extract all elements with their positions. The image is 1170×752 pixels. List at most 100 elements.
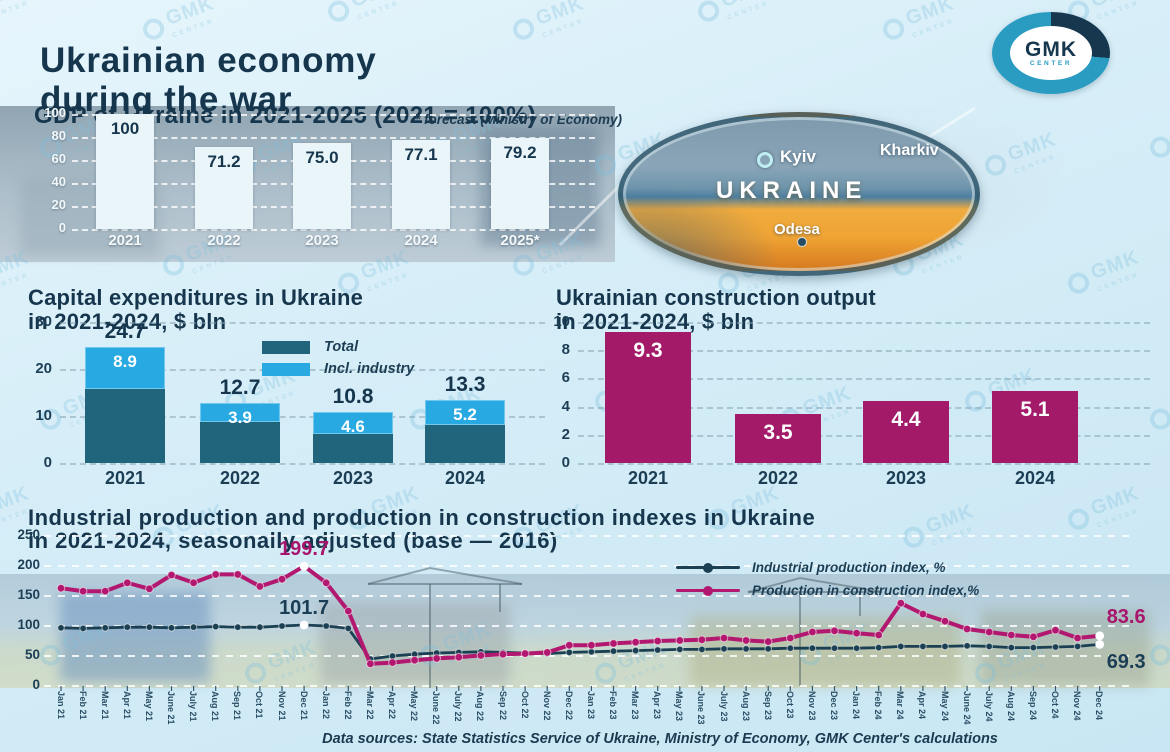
annotation-label: 101.7	[279, 596, 330, 619]
x-axis-label: Mar 21	[99, 691, 110, 720]
gridline	[60, 322, 545, 324]
gridline	[72, 137, 595, 139]
data-point	[963, 642, 971, 650]
data-point	[388, 658, 397, 667]
construction-chart-title: Ukrainian construction output in 2021-20…	[556, 286, 876, 334]
gridline	[60, 416, 545, 418]
x-axis-label: June 24	[961, 691, 972, 725]
data-point	[653, 636, 663, 646]
x-axis-label: Mar 24	[895, 691, 906, 720]
capex-title-line-2: in 2021-2024, $ bln	[28, 309, 227, 335]
x-axis-category-label: 2022	[207, 232, 241, 249]
x-axis-category-label: 2023	[885, 468, 927, 488]
legend-label-industry: Incl. industry	[324, 361, 415, 377]
construction-title-line-2: in 2021-2024, $ bln	[556, 309, 755, 335]
y-axis-tick-label: 0	[58, 220, 66, 235]
x-axis-label: Sep 21	[232, 691, 243, 721]
kyiv-marker-icon	[757, 152, 773, 168]
x-axis-label: May 22	[409, 691, 420, 722]
data-sources-footer: Data sources: State Statistics Service o…	[322, 731, 998, 747]
annotation-label: 69.3	[1106, 651, 1146, 674]
legend-label-industrial: Industrial production index, %	[752, 560, 946, 575]
y-axis-tick-label: 6	[561, 369, 570, 387]
data-point	[676, 645, 684, 654]
data-point	[256, 623, 264, 631]
data-point	[763, 637, 773, 646]
gmk-logo-subtext: CENTER	[1029, 59, 1073, 67]
x-axis-label: Jan 24	[851, 691, 862, 720]
construction-bar	[863, 400, 949, 463]
kharkiv-label: Kharkiv	[880, 142, 939, 159]
x-axis-label: Feb 23	[608, 691, 618, 720]
x-axis-label: Dec 23	[829, 691, 839, 721]
x-axis-label: Dec 24	[1094, 691, 1105, 721]
x-axis-label: Nov 24	[1072, 691, 1083, 721]
legend-industrial: Industrial production index, %	[676, 560, 946, 575]
x-axis-label: June 23	[696, 691, 707, 725]
data-point	[278, 622, 286, 630]
y-axis-tick-label: 20	[35, 360, 52, 377]
odesa-label: Odesa	[774, 221, 820, 238]
data-point	[167, 624, 176, 632]
x-axis-label: Jan 23	[585, 691, 596, 720]
x-axis-label: July 23	[718, 691, 729, 722]
legend-label-construction: Production in construction index,%	[752, 583, 980, 598]
gdp-bar	[195, 147, 253, 229]
data-point	[78, 586, 88, 596]
data-point	[919, 642, 927, 651]
y-axis-tick-label: 100	[17, 617, 40, 632]
data-point	[852, 628, 861, 638]
bar-value-label: 75.0	[305, 147, 339, 167]
data-point	[609, 639, 618, 648]
bar-value-label: 71.2	[207, 152, 241, 172]
y-axis-tick-label: 80	[51, 128, 66, 143]
x-axis-label: Apr 24	[917, 691, 928, 720]
capex-industry-segment	[200, 403, 280, 422]
x-axis-label: Sep 24	[1027, 691, 1038, 721]
data-point	[830, 644, 839, 652]
x-axis-label: Mar 23	[630, 691, 641, 720]
x-axis-label: Oct 21	[254, 691, 265, 719]
bar-industry-value-label: 8.9	[113, 351, 137, 371]
data-point	[145, 623, 154, 631]
data-point	[896, 598, 906, 608]
x-axis-label: Jan 21	[55, 691, 66, 720]
y-axis-tick-label: 2	[561, 425, 570, 443]
y-axis-tick-label: 8	[561, 341, 570, 359]
gridline	[578, 378, 1150, 381]
page-title: Ukrainian economy during the war	[40, 41, 376, 119]
data-point	[277, 574, 287, 584]
data-point	[852, 644, 861, 652]
photo-building-blur	[60, 592, 210, 682]
data-point	[786, 633, 795, 643]
data-point	[255, 582, 265, 591]
data-point	[764, 645, 773, 653]
x-axis-label: Dec 22	[563, 691, 574, 721]
data-point	[1029, 643, 1038, 652]
data-point	[1051, 643, 1060, 651]
data-point	[698, 645, 706, 654]
construction-title-line-1: Ukrainian construction output	[556, 285, 876, 311]
bar-value-label: 100	[110, 119, 140, 138]
data-point	[167, 570, 176, 580]
x-axis-category-label: 2021	[627, 468, 669, 488]
y-axis-tick-label: 50	[24, 647, 40, 662]
data-point	[321, 578, 331, 588]
gridline	[60, 463, 545, 465]
annotation-label: 83.6	[1106, 605, 1146, 628]
y-axis-tick-label: 40	[51, 174, 66, 189]
data-point	[1073, 642, 1082, 651]
bar-value-label: 5.1	[1020, 398, 1050, 422]
data-point	[1007, 630, 1016, 640]
x-axis-label: July 22	[453, 691, 464, 722]
gridline	[72, 114, 595, 116]
x-axis-category-label: 2023	[332, 468, 374, 488]
highlight-point	[1095, 631, 1105, 641]
x-axis-label: July 21	[188, 691, 199, 722]
data-point	[410, 655, 419, 665]
data-point	[697, 635, 707, 645]
data-point	[344, 624, 353, 633]
data-point	[587, 640, 596, 650]
x-axis-label: Feb 21	[77, 691, 88, 720]
